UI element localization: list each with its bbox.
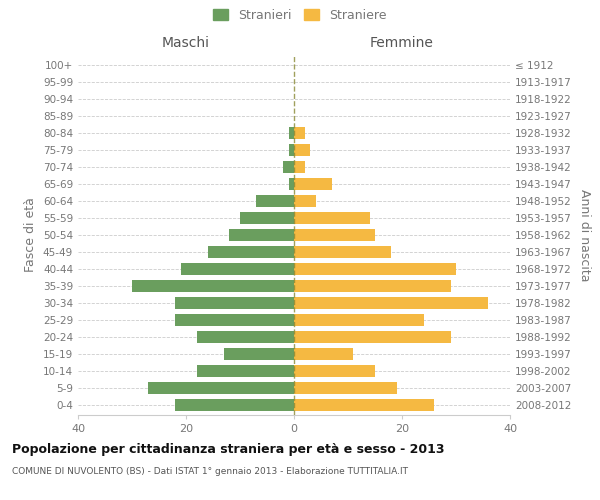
Bar	[294, 364, 375, 377]
Bar	[289, 178, 294, 190]
Text: Popolazione per cittadinanza straniera per età e sesso - 2013: Popolazione per cittadinanza straniera p…	[12, 442, 445, 456]
Y-axis label: Anni di nascita: Anni di nascita	[578, 188, 591, 281]
Bar	[148, 382, 294, 394]
Bar	[294, 212, 370, 224]
Bar	[197, 331, 294, 343]
Bar	[289, 127, 294, 139]
Bar	[294, 297, 488, 309]
Bar	[294, 314, 424, 326]
Bar	[256, 195, 294, 207]
Bar	[294, 263, 456, 275]
Bar	[294, 398, 434, 411]
Bar	[240, 212, 294, 224]
Bar	[294, 127, 305, 139]
Legend: Stranieri, Straniere: Stranieri, Straniere	[213, 8, 387, 22]
Bar	[294, 382, 397, 394]
Bar	[175, 314, 294, 326]
Bar	[229, 229, 294, 241]
Bar	[175, 297, 294, 309]
Bar	[294, 178, 332, 190]
Bar	[294, 229, 375, 241]
Bar	[294, 144, 310, 156]
Bar	[294, 246, 391, 258]
Bar	[208, 246, 294, 258]
Bar	[283, 161, 294, 173]
Bar	[294, 280, 451, 292]
Bar	[132, 280, 294, 292]
Bar	[197, 364, 294, 377]
Bar	[294, 161, 305, 173]
Text: COMUNE DI NUVOLENTO (BS) - Dati ISTAT 1° gennaio 2013 - Elaborazione TUTTITALIA.: COMUNE DI NUVOLENTO (BS) - Dati ISTAT 1°…	[12, 468, 408, 476]
Bar	[294, 195, 316, 207]
Y-axis label: Fasce di età: Fasce di età	[25, 198, 37, 272]
Bar	[181, 263, 294, 275]
Text: Maschi: Maschi	[162, 36, 210, 50]
Bar	[175, 398, 294, 411]
Bar	[294, 331, 451, 343]
Bar	[294, 348, 353, 360]
Bar	[224, 348, 294, 360]
Bar	[289, 144, 294, 156]
Text: Femmine: Femmine	[370, 36, 434, 50]
